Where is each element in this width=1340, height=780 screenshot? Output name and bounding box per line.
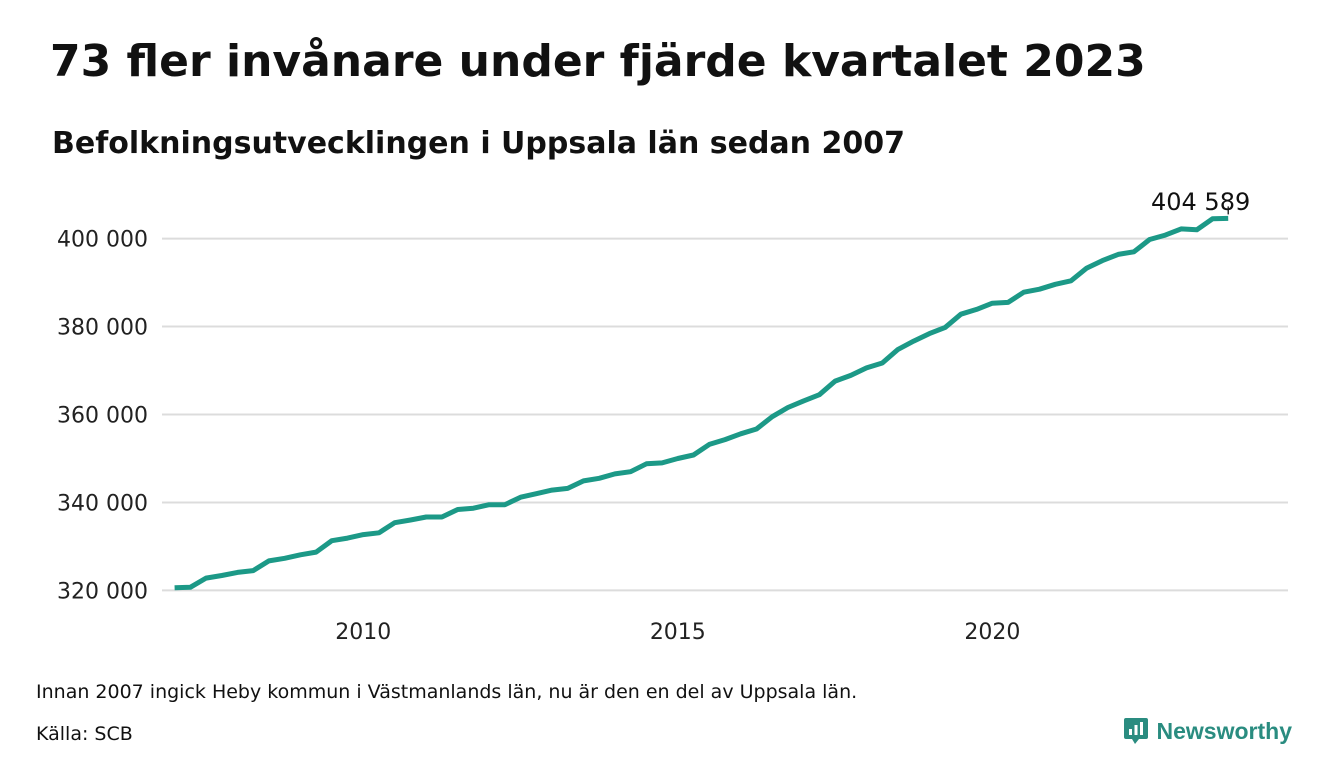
chart-subtitle: Befolkningsutvecklingen i Uppsala län se… — [52, 126, 905, 161]
y-tick-label: 340 000 — [57, 491, 148, 516]
x-tick-label: 2020 — [964, 620, 1020, 645]
end-annotation: 404 589 — [1151, 188, 1250, 216]
chart-source: Källa: SCB — [36, 723, 133, 745]
y-axis-tick-labels: 320 000 340 000 360 000 380 000 400 000 — [57, 228, 148, 605]
y-tick-label: 360 000 — [57, 403, 148, 428]
newsworthy-logo-icon — [1123, 718, 1148, 744]
x-tick-label: 2015 — [650, 620, 706, 645]
y-tick-label: 320 000 — [57, 579, 148, 604]
y-tick-label: 400 000 — [57, 228, 148, 253]
newsworthy-logo: Newsworthy — [1123, 716, 1292, 746]
newsworthy-logo-text: Newsworthy — [1156, 717, 1292, 744]
gridlines — [162, 237, 1288, 592]
chart-footnote: Innan 2007 ingick Heby kommun i Västmanl… — [36, 681, 858, 703]
x-axis-tick-labels: 2010 2015 2020 — [335, 620, 1020, 645]
y-tick-label: 380 000 — [57, 316, 148, 341]
x-tick-label: 2010 — [335, 620, 391, 645]
series-layer — [174, 215, 1229, 591]
end-value-label: 404 589 — [1151, 188, 1250, 216]
chart-title: 73 fler invånare under fjärde kvartalet … — [50, 36, 1146, 87]
population-series-line — [174, 215, 1229, 591]
